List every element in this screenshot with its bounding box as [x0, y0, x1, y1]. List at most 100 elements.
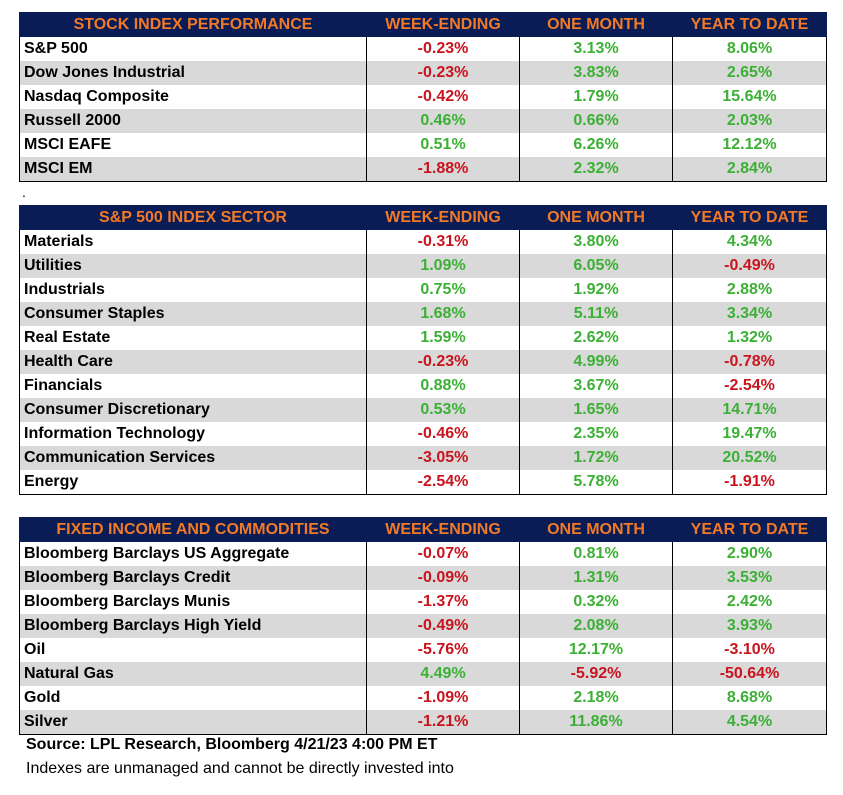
- table-row: Materials -0.31% 3.80% 4.34%: [19, 229, 827, 254]
- ytd-cell: 2.88%: [672, 278, 827, 302]
- column-header: ONE MONTH: [519, 517, 673, 542]
- one-month-cell: 5.11%: [519, 302, 673, 326]
- column-header: ONE MONTH: [519, 205, 673, 230]
- one-month-cell: 6.26%: [519, 133, 673, 157]
- row-label: Energy: [19, 470, 367, 495]
- ytd-cell: 3.53%: [672, 566, 827, 590]
- sector-table: S&P 500 INDEX SECTOR WEEK-ENDING ONE MONTH…: [19, 205, 827, 495]
- ytd-cell: 8.68%: [672, 686, 827, 710]
- one-month-cell: 0.81%: [519, 541, 673, 566]
- table-row: Communication Services -3.05% 1.72% 20.52%: [19, 446, 827, 470]
- row-label: Gold: [19, 686, 367, 710]
- ytd-cell: 3.93%: [672, 614, 827, 638]
- stock-index-table: STOCK INDEX PERFORMANCE WEEK-ENDING ONE MO…: [19, 12, 827, 182]
- table-header-row: FIXED INCOME AND COMMODITIES WEEK-ENDING O…: [19, 517, 827, 542]
- one-month-cell: 0.66%: [519, 109, 673, 133]
- week-ending-cell: -5.76%: [366, 638, 520, 662]
- one-month-cell: 2.32%: [519, 157, 673, 182]
- one-month-cell: 4.99%: [519, 350, 673, 374]
- table-row: Bloomberg Barclays US Aggregate -0.07% 0.8…: [19, 541, 827, 566]
- row-label: Bloomberg Barclays High Yield: [19, 614, 367, 638]
- table-row: Russell 2000 0.46% 0.66% 2.03%: [19, 109, 827, 133]
- ytd-cell: -0.49%: [672, 254, 827, 278]
- one-month-cell: 1.65%: [519, 398, 673, 422]
- fixed-income-table: FIXED INCOME AND COMMODITIES WEEK-ENDING O…: [19, 517, 827, 735]
- one-month-cell: 2.18%: [519, 686, 673, 710]
- row-label: Nasdaq Composite: [19, 85, 367, 109]
- ytd-cell: 12.12%: [672, 133, 827, 157]
- one-month-cell: 1.31%: [519, 566, 673, 590]
- row-label: MSCI EAFE: [19, 133, 367, 157]
- table-row: S&P 500 -0.23% 3.13% 8.06%: [19, 36, 827, 61]
- week-ending-cell: -0.23%: [366, 350, 520, 374]
- table-row: Bloomberg Barclays High Yield -0.49% 2.08%…: [19, 614, 827, 638]
- table-row: Energy -2.54% 5.78% -1.91%: [19, 470, 827, 495]
- week-ending-cell: -1.09%: [366, 686, 520, 710]
- separator-dot: .: [22, 184, 26, 200]
- week-ending-cell: 1.09%: [366, 254, 520, 278]
- table-header-row: STOCK INDEX PERFORMANCE WEEK-ENDING ONE MO…: [19, 12, 827, 37]
- week-ending-cell: -0.09%: [366, 566, 520, 590]
- ytd-cell: 15.64%: [672, 85, 827, 109]
- column-header: YEAR TO DATE: [672, 205, 827, 230]
- table-row: Bloomberg Barclays Munis -1.37% 0.32% 2.42%: [19, 590, 827, 614]
- source-line: Source: LPL Research, Bloomberg 4/21/23 …: [26, 736, 438, 753]
- row-label: S&P 500: [19, 36, 367, 61]
- one-month-cell: 6.05%: [519, 254, 673, 278]
- ytd-cell: 3.34%: [672, 302, 827, 326]
- ytd-cell: 2.90%: [672, 541, 827, 566]
- week-ending-cell: -3.05%: [366, 446, 520, 470]
- week-ending-cell: 0.46%: [366, 109, 520, 133]
- ytd-cell: 2.65%: [672, 61, 827, 85]
- week-ending-cell: 0.75%: [366, 278, 520, 302]
- one-month-cell: 11.86%: [519, 710, 673, 735]
- row-label: Real Estate: [19, 326, 367, 350]
- one-month-cell: 3.13%: [519, 36, 673, 61]
- column-header: YEAR TO DATE: [672, 12, 827, 37]
- row-label: Bloomberg Barclays Munis: [19, 590, 367, 614]
- column-header: YEAR TO DATE: [672, 517, 827, 542]
- row-label: Financials: [19, 374, 367, 398]
- table-row: Health Care -0.23% 4.99% -0.78%: [19, 350, 827, 374]
- ytd-cell: 4.54%: [672, 710, 827, 735]
- week-ending-cell: 0.51%: [366, 133, 520, 157]
- ytd-cell: -50.64%: [672, 662, 827, 686]
- week-ending-cell: -0.31%: [366, 229, 520, 254]
- ytd-cell: -2.54%: [672, 374, 827, 398]
- week-ending-cell: 1.68%: [366, 302, 520, 326]
- column-header: WEEK-ENDING: [366, 205, 520, 230]
- week-ending-cell: -1.37%: [366, 590, 520, 614]
- row-label: Materials: [19, 229, 367, 254]
- column-header: WEEK-ENDING: [366, 517, 520, 542]
- row-label: Information Technology: [19, 422, 367, 446]
- ytd-cell: 1.32%: [672, 326, 827, 350]
- row-label: MSCI EM: [19, 157, 367, 182]
- column-header: WEEK-ENDING: [366, 12, 520, 37]
- table-row: Information Technology -0.46% 2.35% 19.47%: [19, 422, 827, 446]
- table-row: Silver -1.21% 11.86% 4.54%: [19, 710, 827, 735]
- row-label: Russell 2000: [19, 109, 367, 133]
- week-ending-cell: -0.42%: [366, 85, 520, 109]
- row-label: Communication Services: [19, 446, 367, 470]
- ytd-cell: -3.10%: [672, 638, 827, 662]
- disclaimer-note: Indexes are unmanaged and cannot be dire…: [26, 760, 454, 777]
- table-title: S&P 500 INDEX SECTOR: [19, 205, 367, 230]
- table-row: MSCI EAFE 0.51% 6.26% 12.12%: [19, 133, 827, 157]
- one-month-cell: 3.83%: [519, 61, 673, 85]
- one-month-cell: 5.78%: [519, 470, 673, 495]
- table-row: Consumer Staples 1.68% 5.11% 3.34%: [19, 302, 827, 326]
- week-ending-cell: -2.54%: [366, 470, 520, 495]
- week-ending-cell: -1.21%: [366, 710, 520, 735]
- one-month-cell: 0.32%: [519, 590, 673, 614]
- column-header: ONE MONTH: [519, 12, 673, 37]
- row-label: Bloomberg Barclays Credit: [19, 566, 367, 590]
- week-ending-cell: 0.88%: [366, 374, 520, 398]
- row-label: Natural Gas: [19, 662, 367, 686]
- row-label: Utilities: [19, 254, 367, 278]
- table-row: Natural Gas 4.49% -5.92% -50.64%: [19, 662, 827, 686]
- week-ending-cell: -1.88%: [366, 157, 520, 182]
- ytd-cell: -0.78%: [672, 350, 827, 374]
- one-month-cell: 2.35%: [519, 422, 673, 446]
- week-ending-cell: 0.53%: [366, 398, 520, 422]
- table-row: Nasdaq Composite -0.42% 1.79% 15.64%: [19, 85, 827, 109]
